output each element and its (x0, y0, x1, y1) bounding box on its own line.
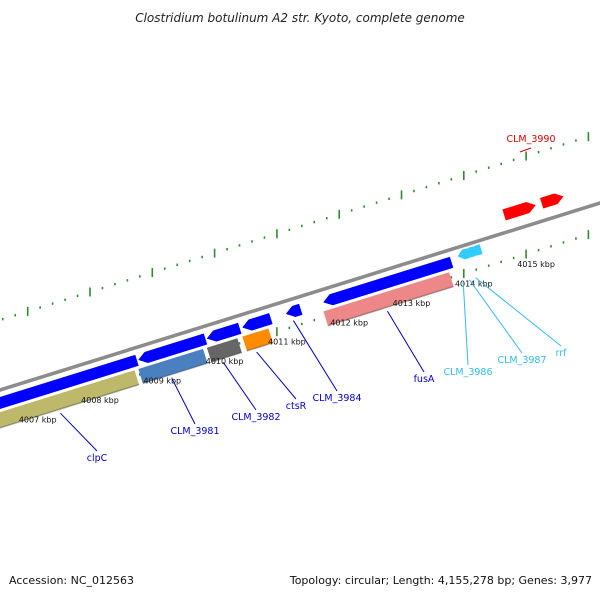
scale-label: 4014 kbp (455, 279, 493, 288)
feature-rrf (470, 244, 483, 256)
gene-callout-line (171, 378, 196, 425)
gene-arrow (138, 333, 208, 363)
gene-label: CLM_3981 (170, 426, 219, 437)
scale-label: 4015 kbp (517, 260, 555, 269)
cog-band (138, 348, 208, 384)
gene-callout-line (256, 351, 297, 400)
scale-ring-upper (1, 132, 590, 321)
accession-text: Accession: NC_012563 (9, 574, 135, 587)
cog-band-shadow (246, 342, 274, 352)
gene-label: CLM_3987 (497, 355, 546, 366)
scale-label: 4008 kbp (81, 396, 119, 405)
gene-label: CLM_3990 (506, 134, 555, 145)
genome-summary-text: Topology: circular; Length: 4,155,278 bp… (289, 574, 592, 587)
gene-label: CLM_3986 (443, 367, 492, 378)
cog-band (0, 370, 139, 428)
gene-arrow (285, 303, 303, 317)
gene-callout-line (222, 362, 257, 411)
gene-label: rrf (556, 348, 568, 359)
gene-callout-line (469, 279, 523, 354)
rna-arrow (470, 244, 483, 256)
feature-clm-3990 (502, 202, 536, 221)
gene-label: clpC (87, 453, 108, 464)
gene-arrow (323, 256, 454, 306)
scale-label: 4013 kbp (393, 299, 431, 308)
feature-clm-3982 (206, 322, 242, 363)
feature-layer (0, 193, 564, 429)
cog-band (242, 328, 273, 351)
scale-label: 4007 kbp (19, 415, 57, 424)
cog-band-shadow (211, 351, 242, 363)
label-layer: 4007 kbp 4008 kbp 4009 kbp 4010 kbp 4011 kbp… (19, 134, 567, 464)
scale-label: 4009 kbp (143, 377, 181, 386)
gene-callout-line (60, 412, 98, 452)
gene-callout-line (462, 281, 469, 366)
gene-label: CLM_3982 (231, 412, 280, 423)
cog-band-shadow (0, 383, 140, 429)
cog-band (323, 272, 454, 326)
backbone-layer (0, 201, 600, 392)
gene-arrow (0, 354, 139, 410)
feature-ctsr (242, 313, 274, 352)
gene-arrow (502, 202, 536, 221)
feature-fusa (323, 256, 454, 327)
gene-label: fusA (414, 374, 435, 385)
feature-clm-3984 (285, 303, 303, 317)
gene-label: CLM_3984 (312, 393, 361, 404)
map-title: Clostridium botulinum A2 str. Kyoto, com… (135, 11, 465, 25)
cog-band-shadow (142, 362, 208, 385)
gene-callout-line (292, 320, 338, 392)
gene-arrow (540, 193, 564, 209)
scale-label: 4011 kbp (268, 338, 306, 347)
gene-callout-line (519, 147, 532, 153)
gene-arrow (242, 313, 273, 331)
gene-callout-line (387, 311, 425, 373)
feature-clpc (0, 354, 140, 429)
scale-label: 4012 kbp (330, 318, 368, 327)
feature-clm-3981 (138, 333, 208, 385)
gene-arrow (206, 322, 242, 342)
cog-band-shadow (327, 285, 454, 327)
genome-backbone (0, 201, 600, 392)
gene-callout-line (475, 277, 562, 347)
cog-band (206, 338, 242, 362)
gene-label: ctsR (286, 401, 307, 412)
scale-label: 4010 kbp (206, 357, 244, 366)
